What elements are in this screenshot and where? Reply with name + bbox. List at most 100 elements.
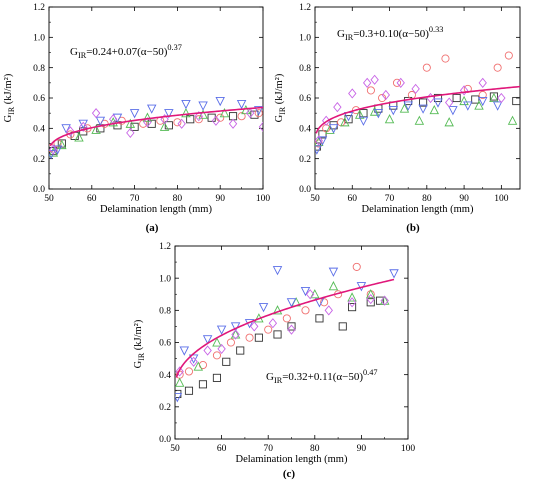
data-point-triangle-down xyxy=(198,101,208,111)
data-point-diamond xyxy=(322,115,331,126)
data-point-diamond xyxy=(363,77,372,88)
x-tick-label: 80 xyxy=(173,194,183,204)
data-point-triangle-up xyxy=(57,139,67,150)
data-point-triangle-down xyxy=(258,303,269,313)
data-point-square xyxy=(212,373,221,382)
data-point-diamond xyxy=(396,77,405,88)
data-point-circle xyxy=(53,139,62,148)
y-tick-label: 0.4 xyxy=(33,125,45,135)
data-point-triangle-down xyxy=(202,335,213,345)
y-tick-label: 1.0 xyxy=(159,274,171,284)
data-point-square xyxy=(186,115,195,124)
data-point-square xyxy=(338,322,347,331)
data-point-triangle-down xyxy=(492,101,503,111)
y-tick-label: 0.6 xyxy=(159,339,171,349)
data-point-triangle-up xyxy=(230,329,241,339)
data-point-circle xyxy=(320,298,329,307)
y-tick-label: 0.4 xyxy=(299,125,311,135)
data-point-square xyxy=(198,380,208,389)
data-point-triangle-up xyxy=(125,118,136,128)
data-point-triangle-down xyxy=(433,98,443,108)
data-point-triangle-down xyxy=(253,106,263,116)
data-point-triangle-down xyxy=(418,104,428,114)
data-point-triangle-up xyxy=(369,106,380,116)
x-tick-label: 60 xyxy=(348,194,358,204)
data-point-diamond xyxy=(250,321,259,332)
data-point-triangle-down xyxy=(164,109,174,119)
data-point-triangle-down xyxy=(388,106,399,116)
x-tick-label: 70 xyxy=(263,444,273,454)
y-tick-label: 0.8 xyxy=(299,64,311,74)
data-point-square xyxy=(273,330,282,339)
data-point-triangle-up xyxy=(328,281,339,291)
data-point-square xyxy=(512,96,520,106)
data-point-triangle-down xyxy=(463,101,473,111)
data-point-circle xyxy=(441,54,450,63)
x-tick-label: 90 xyxy=(459,194,469,204)
x-axis-label: Delamination length (mm) xyxy=(236,454,348,465)
data-point-triangle-up xyxy=(49,147,59,157)
data-point-circle xyxy=(366,86,375,95)
x-tick-label: 60 xyxy=(217,444,227,454)
data-point-circle xyxy=(139,119,148,128)
x-tick-label: 100 xyxy=(494,194,509,204)
data-point-diamond xyxy=(245,108,255,119)
equation-label: GIR=0.32+0.11(α−50)0.47 xyxy=(266,368,377,385)
x-tick-label: 80 xyxy=(422,194,432,204)
data-point-diamond xyxy=(268,318,278,329)
x-tick-label: 70 xyxy=(130,194,140,204)
data-point-triangle-down xyxy=(328,267,339,277)
data-point-circle xyxy=(173,118,182,127)
data-point-triangle-up xyxy=(507,115,518,125)
data-layer xyxy=(315,51,520,155)
data-point-diamond xyxy=(228,118,238,129)
data-point-square xyxy=(419,98,428,107)
data-point-diamond xyxy=(426,92,435,104)
plot-frame xyxy=(48,6,264,190)
data-point-square xyxy=(318,130,327,139)
y-tick-label: 0.6 xyxy=(33,94,45,104)
data-point-triangle-up xyxy=(414,115,425,125)
data-point-circle xyxy=(245,333,254,342)
data-point-triangle-down xyxy=(52,145,63,155)
y-tick-label: 1.2 xyxy=(159,242,171,252)
data-point-square xyxy=(254,333,263,342)
data-point-diamond xyxy=(347,297,357,308)
data-point-triangle-up xyxy=(241,104,251,115)
data-point-triangle-up xyxy=(193,361,204,371)
series-diamond-magenta xyxy=(49,108,263,155)
data-point-triangle-down xyxy=(477,96,488,107)
fit-curve xyxy=(175,278,395,378)
x-tick-label: 50 xyxy=(170,444,180,454)
data-point-triangle-up xyxy=(272,305,283,315)
series-diamond-magenta xyxy=(315,74,506,146)
chart-panel-a: 50 60 70 80 90 100 0.0 0.2 0.4 0.6 0.8 1.0 1.2 Delami… xyxy=(3,3,270,234)
data-point-square xyxy=(130,122,139,131)
data-point-triangle-down xyxy=(389,269,399,279)
data-point-square xyxy=(315,314,324,323)
data-point-circle xyxy=(264,325,273,334)
y-tick-label: 1.2 xyxy=(299,3,311,13)
data-point-diamond xyxy=(366,293,375,305)
data-point-diamond xyxy=(478,77,487,88)
data-point-circle xyxy=(184,367,194,376)
x-tick-label: 100 xyxy=(401,444,416,454)
data-point-triangle-down xyxy=(61,124,71,134)
data-point-triangle-up xyxy=(459,95,469,106)
data-point-circle xyxy=(504,51,513,60)
data-point-square xyxy=(207,113,216,122)
data-point-triangle-down xyxy=(358,116,369,126)
panel-label: (c) xyxy=(283,468,296,480)
data-point-triangle-up xyxy=(444,117,454,127)
y-tick-label: 0.8 xyxy=(159,307,171,317)
data-point-triangle-up xyxy=(365,289,376,299)
series-diamond-magenta xyxy=(175,289,389,377)
data-point-triangle-down xyxy=(175,393,183,403)
data-point-triangle-down xyxy=(403,101,413,111)
data-point-diamond xyxy=(324,305,333,316)
series-circle-red xyxy=(175,262,375,379)
data-point-circle xyxy=(254,109,263,118)
data-point-diamond xyxy=(175,366,184,377)
x-tick-label: 90 xyxy=(215,194,225,204)
